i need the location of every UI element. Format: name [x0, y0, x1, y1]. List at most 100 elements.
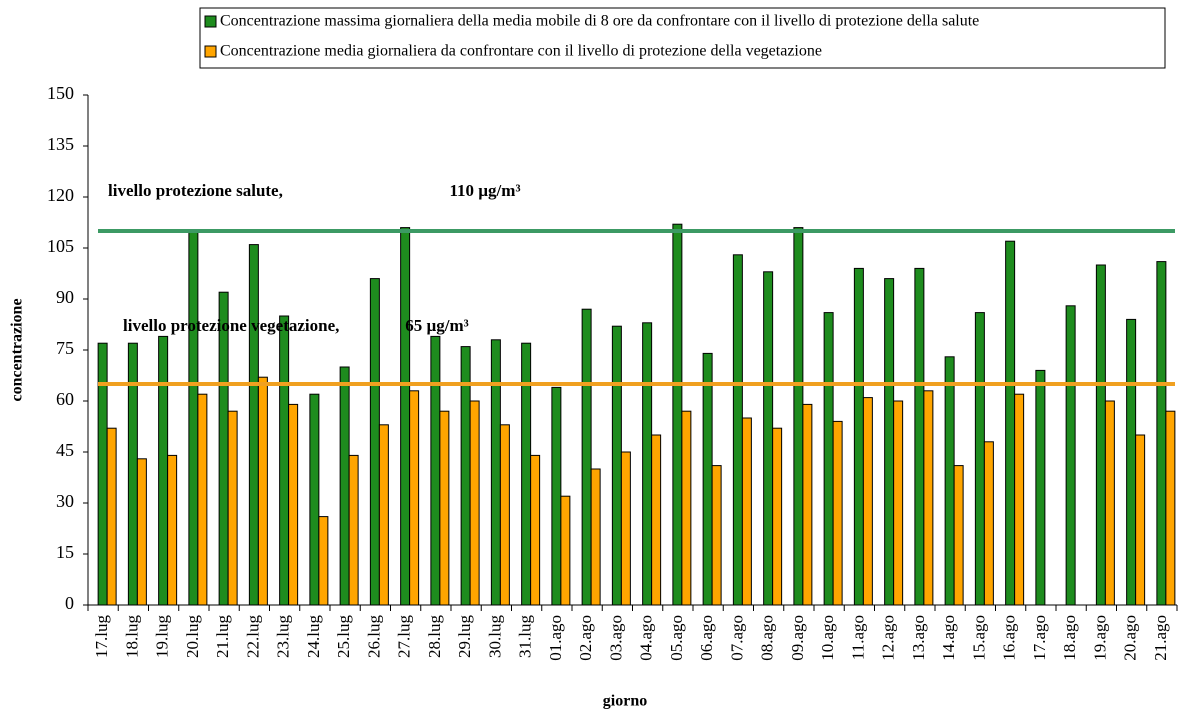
y-tick-label: 120	[47, 185, 74, 205]
x-tick-label: 15.ago	[969, 615, 988, 661]
bar	[439, 410, 450, 606]
bar	[469, 400, 480, 606]
annotation-label: livello protezione salute,	[108, 181, 283, 200]
legend-swatch	[204, 15, 217, 28]
bar	[227, 410, 238, 606]
bar	[914, 267, 925, 606]
bar	[279, 315, 290, 606]
bar	[590, 468, 601, 606]
bar	[642, 322, 653, 606]
bar	[106, 427, 117, 606]
y-axis-title: concentrazione	[9, 298, 26, 401]
bar	[530, 454, 541, 606]
y-tick-label: 60	[56, 389, 74, 409]
annotation-label: livello protezione vegetazione,	[123, 316, 339, 335]
x-tick-label: 25.lug	[334, 615, 353, 658]
bar	[409, 390, 420, 606]
bar	[369, 278, 380, 606]
x-tick-label: 19.ago	[1090, 615, 1109, 661]
annotation-value: 110 µg/m³	[449, 181, 520, 200]
x-tick-label: 08.ago	[758, 615, 777, 661]
bar	[188, 230, 199, 606]
bar	[1014, 393, 1025, 606]
x-tick-label: 10.ago	[818, 615, 837, 661]
bar	[499, 424, 510, 606]
y-tick-label: 45	[56, 440, 74, 460]
bar	[309, 393, 320, 606]
x-tick-label: 21.lug	[213, 615, 232, 658]
y-tick-label: 135	[47, 134, 74, 154]
x-tick-label: 28.lug	[425, 615, 444, 658]
bar	[732, 254, 743, 606]
x-tick-label: 20.ago	[1121, 615, 1140, 661]
x-tick-label: 21.ago	[1151, 615, 1170, 661]
bar	[983, 441, 994, 606]
x-tick-label: 05.ago	[667, 615, 686, 661]
bar	[560, 495, 571, 606]
bar	[832, 420, 843, 606]
x-tick-label: 29.lug	[455, 615, 474, 658]
bar	[348, 454, 359, 606]
bar	[884, 278, 895, 606]
x-tick-label: 14.ago	[939, 615, 958, 661]
x-tick-label: 09.ago	[788, 615, 807, 661]
y-tick-label: 90	[56, 287, 74, 307]
x-tick-label: 01.ago	[546, 615, 565, 661]
legend-label: Concentrazione massima giornaliera della…	[220, 13, 979, 30]
y-tick-label: 105	[47, 236, 74, 256]
x-tick-label: 18.ago	[1060, 615, 1079, 661]
annotation-value: 65 µg/m³	[405, 316, 469, 335]
bar	[218, 291, 229, 606]
bar	[288, 403, 299, 606]
y-tick-label: 30	[56, 491, 74, 511]
x-tick-label: 17.lug	[92, 615, 111, 658]
x-tick-label: 07.ago	[727, 615, 746, 661]
x-tick-label: 03.ago	[606, 615, 625, 661]
bar	[1104, 400, 1115, 606]
x-tick-label: 06.ago	[697, 615, 716, 661]
bar	[620, 451, 631, 606]
bar	[1005, 240, 1016, 606]
bar	[1095, 264, 1106, 606]
bar	[853, 267, 864, 606]
y-tick-label: 150	[47, 83, 74, 103]
bar	[923, 390, 934, 606]
bar	[167, 454, 178, 606]
bar	[257, 376, 268, 606]
bar	[944, 356, 955, 606]
bar	[378, 424, 389, 606]
x-tick-label: 19.lug	[153, 615, 172, 658]
legend-swatch	[204, 45, 217, 58]
x-axis-title: giorno	[603, 693, 647, 710]
x-tick-label: 18.lug	[122, 615, 141, 658]
bar	[339, 366, 350, 606]
bar	[772, 427, 783, 606]
bar	[400, 227, 411, 606]
bar	[1065, 305, 1076, 606]
x-tick-label: 11.ago	[848, 615, 867, 660]
bar	[672, 223, 683, 606]
bar	[611, 325, 622, 606]
bar	[763, 271, 774, 606]
x-tick-label: 20.lug	[183, 615, 202, 658]
bar	[953, 465, 964, 606]
bar	[1165, 410, 1176, 606]
bar	[1135, 434, 1146, 606]
bar	[862, 397, 873, 606]
bar	[974, 312, 985, 606]
bar	[823, 312, 834, 606]
bar	[581, 308, 592, 606]
x-tick-label: 31.lug	[516, 615, 535, 658]
bar	[197, 393, 208, 606]
bar	[430, 335, 441, 606]
bar	[158, 335, 169, 606]
y-tick-label: 15	[56, 542, 74, 562]
bar	[711, 465, 722, 606]
bar	[793, 227, 804, 606]
bar	[741, 417, 752, 606]
bar	[318, 516, 329, 606]
x-tick-label: 16.ago	[1000, 615, 1019, 661]
bar	[802, 403, 813, 606]
bar	[1156, 261, 1167, 606]
